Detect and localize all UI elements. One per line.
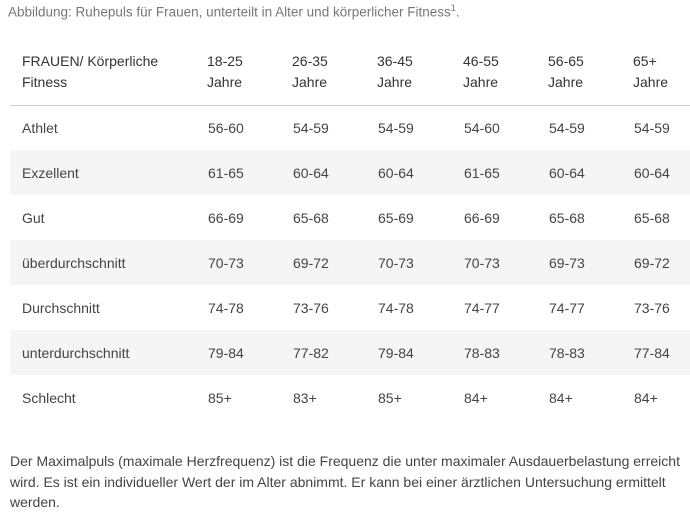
table-cell: 77-82 bbox=[281, 330, 366, 375]
table-cell: 84+ bbox=[464, 389, 488, 406]
figure-caption: Abbildung: Ruhepuls für Frauen, untertei… bbox=[8, 3, 460, 20]
table-cell: 56-60 bbox=[208, 119, 244, 136]
table-cell: 79-84 bbox=[196, 330, 281, 375]
table-cell: 83+ bbox=[293, 389, 317, 406]
caption-suffix: . bbox=[455, 4, 460, 20]
header-age-18-25: 18-25 Jahre bbox=[196, 40, 281, 106]
table-cell: 65-68 bbox=[293, 209, 329, 226]
table-cell: 54-59 bbox=[293, 119, 329, 136]
row-label: Gut bbox=[22, 209, 45, 226]
table-row: überdurchschnitt 70-73 69-72 70-73 70-73… bbox=[10, 240, 690, 285]
header-age-46-55: 46-55 Jahre bbox=[452, 40, 537, 106]
table-cell: 73-76 bbox=[634, 299, 670, 316]
resting-pulse-table: FRAUEN/ Körperliche Fitness 18-25 Jahre 26… bbox=[10, 40, 690, 420]
table-cell: 70-73 bbox=[366, 240, 452, 285]
table-cell: 54-59 bbox=[378, 119, 414, 136]
table-header-row: FRAUEN/ Körperliche Fitness 18-25 Jahre 26… bbox=[10, 40, 690, 106]
table-row: Gut 66-69 65-68 65-69 66-69 65-68 65-68 bbox=[10, 195, 690, 240]
caption-text: Abbildung: Ruhepuls für Frauen, untertei… bbox=[8, 4, 451, 20]
table-cell: 79-84 bbox=[366, 330, 452, 375]
table-row: Exzellent 61-65 60-64 60-64 61-65 60-64 … bbox=[10, 150, 690, 195]
table-cell: 78-83 bbox=[537, 330, 622, 375]
row-label: Schlecht bbox=[22, 389, 76, 406]
table-cell: 70-73 bbox=[452, 240, 537, 285]
table-cell: 70-73 bbox=[196, 240, 281, 285]
table-row: Athlet 56-60 54-59 54-59 54-60 54-59 54-… bbox=[10, 105, 690, 150]
table-row: Schlecht 85+ 83+ 85+ 84+ 84+ 84+ bbox=[10, 375, 690, 420]
table-cell: 66-69 bbox=[208, 209, 244, 226]
table-cell: 60-64 bbox=[366, 150, 452, 195]
row-label: Exzellent bbox=[10, 150, 196, 195]
table-cell: 69-73 bbox=[537, 240, 622, 285]
header-fitness-category: FRAUEN/ Körperliche Fitness bbox=[10, 40, 196, 106]
table-cell: 65-69 bbox=[378, 209, 414, 226]
table-cell: 69-72 bbox=[622, 240, 690, 285]
table-row: Durchschnitt 74-78 73-76 74-78 74-77 74-… bbox=[10, 285, 690, 330]
table-cell: 74-77 bbox=[549, 299, 585, 316]
table-cell: 61-65 bbox=[452, 150, 537, 195]
table-cell: 84+ bbox=[634, 389, 658, 406]
table-cell: 60-64 bbox=[622, 150, 690, 195]
table-cell: 66-69 bbox=[464, 209, 500, 226]
table-cell: 85+ bbox=[208, 389, 232, 406]
table-cell: 60-64 bbox=[281, 150, 366, 195]
table-cell: 73-76 bbox=[293, 299, 329, 316]
table-row: unterdurchschnitt 79-84 77-82 79-84 78-8… bbox=[10, 330, 690, 375]
row-label: Durchschnitt bbox=[22, 299, 100, 316]
table-cell: 74-77 bbox=[464, 299, 500, 316]
table-cell: 65-68 bbox=[549, 209, 585, 226]
table-cell: 61-65 bbox=[196, 150, 281, 195]
resting-pulse-table-container: FRAUEN/ Körperliche Fitness 18-25 Jahre 26… bbox=[10, 40, 690, 420]
table-cell: 74-78 bbox=[208, 299, 244, 316]
table-cell: 74-78 bbox=[378, 299, 414, 316]
table-cell: 60-64 bbox=[537, 150, 622, 195]
table-cell: 85+ bbox=[378, 389, 402, 406]
row-label: unterdurchschnitt bbox=[10, 330, 196, 375]
footnote-marker[interactable]: 1 bbox=[450, 3, 456, 13]
table-cell: 54-59 bbox=[549, 119, 585, 136]
table-cell: 54-59 bbox=[634, 119, 670, 136]
table-cell: 65-68 bbox=[634, 209, 670, 226]
header-age-26-35: 26-35 Jahre bbox=[281, 40, 366, 106]
header-age-36-45: 36-45 Jahre bbox=[366, 40, 452, 106]
table-cell: 77-84 bbox=[622, 330, 690, 375]
table-cell: 54-60 bbox=[464, 119, 500, 136]
row-label: überdurchschnitt bbox=[10, 240, 196, 285]
header-age-56-65: 56-65 Jahre bbox=[537, 40, 622, 106]
header-age-65-plus: 65+ Jahre bbox=[622, 40, 690, 106]
row-label: Athlet bbox=[22, 119, 58, 136]
max-pulse-paragraph: Der Maximalpuls (maximale Herzfrequenz) … bbox=[10, 453, 680, 510]
table-cell: 84+ bbox=[549, 389, 573, 406]
table-cell: 69-72 bbox=[281, 240, 366, 285]
table-cell: 78-83 bbox=[452, 330, 537, 375]
